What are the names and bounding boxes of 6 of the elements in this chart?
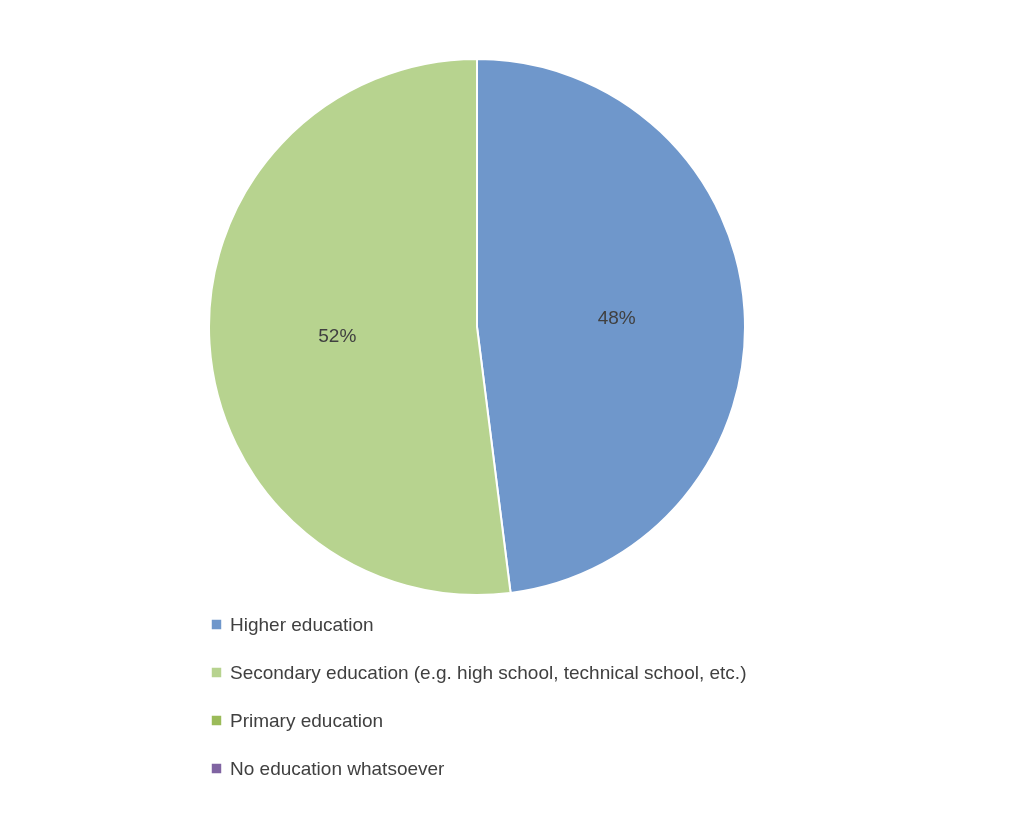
data-label: 48% <box>597 307 636 329</box>
legend-label: Primary education <box>230 709 384 731</box>
legend-label: No education whatsoever <box>230 757 446 779</box>
legend-label: Secondary education (e.g. high school, technical school, etc.) <box>230 661 747 683</box>
data-label: 52% <box>318 324 357 346</box>
legend-label: Higher education <box>230 613 374 635</box>
